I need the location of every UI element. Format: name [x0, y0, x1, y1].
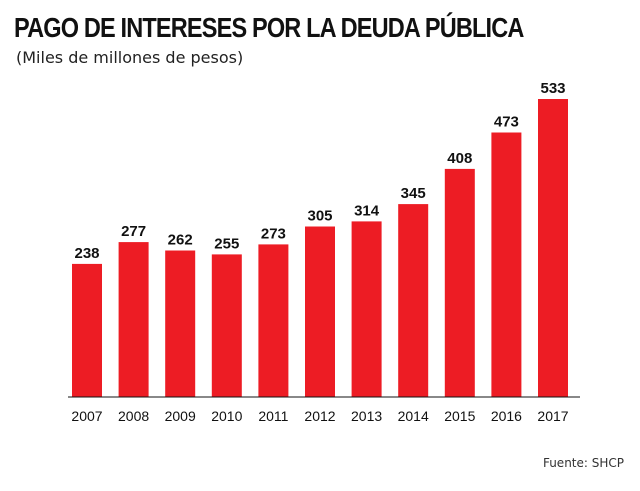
bar-2017	[538, 99, 568, 397]
bar-2011	[258, 244, 289, 397]
x-tick-label-2008: 2008	[118, 408, 149, 424]
chart-subtitle: (Miles de millones de pesos)	[16, 48, 244, 67]
bar-2012	[305, 226, 335, 397]
value-label-2012: 305	[307, 208, 332, 225]
bar-2016	[491, 132, 522, 397]
value-label-2014: 345	[401, 185, 426, 202]
x-tick-label-2007: 2007	[71, 408, 102, 424]
source-note: Fuente: SHCP	[542, 456, 624, 470]
x-tick-label-2016: 2016	[491, 408, 522, 424]
x-tick-label-2015: 2015	[444, 408, 475, 424]
x-tick-label-2013: 2013	[351, 408, 382, 424]
value-label-2017: 533	[540, 80, 565, 97]
value-label-2008: 277	[121, 223, 146, 240]
value-label-2010: 255	[214, 235, 239, 252]
value-label-2016: 473	[494, 114, 519, 131]
bar-2008	[118, 242, 149, 397]
bar-2014	[398, 204, 429, 397]
value-labels-group: 238 277 262 255 273 305 314 345 408 473 533	[74, 80, 565, 262]
x-tick-label-2014: 2014	[398, 408, 429, 424]
x-axis-ticks-group: 2007 2008 2009 2010 2011 2012 2013 2014 2015 2016…	[71, 408, 568, 424]
value-label-2013: 314	[354, 202, 380, 219]
bar-2009	[165, 250, 196, 397]
bar-2015	[444, 168, 475, 397]
bar-2013	[351, 221, 382, 397]
value-label-2011: 273	[261, 225, 286, 242]
x-tick-label-2011: 2011	[258, 408, 288, 424]
x-tick-label-2012: 2012	[304, 408, 335, 424]
x-tick-label-2009: 2009	[165, 408, 196, 424]
x-tick-label-2017: 2017	[537, 408, 568, 424]
bar-2010	[211, 254, 242, 397]
value-label-2015: 408	[447, 150, 472, 167]
x-tick-label-2010: 2010	[211, 408, 242, 424]
chart-title: PAGO DE INTERESES POR LA DEUDA PÚBLICA	[14, 12, 524, 43]
bar-2007	[72, 263, 102, 397]
value-label-2009: 262	[168, 232, 193, 249]
bars-group	[72, 99, 568, 397]
value-label-2007: 238	[74, 245, 99, 262]
